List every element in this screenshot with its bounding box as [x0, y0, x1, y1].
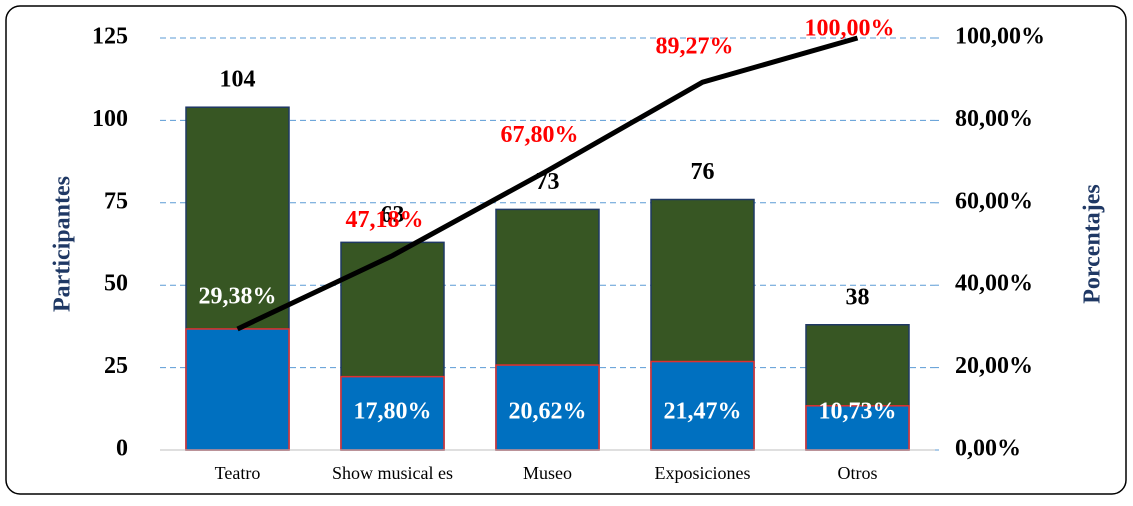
x-tick-label: Teatro: [215, 463, 261, 483]
x-tick-label: Show musical es: [332, 463, 453, 483]
percent-bar: [340, 375, 445, 451]
data-label: 76: [691, 159, 715, 185]
y-tick-label: 25: [104, 353, 128, 379]
y-tick-label: 100: [92, 106, 128, 132]
percent-label: 20,62%: [509, 399, 587, 425]
x-tick-label: Museo: [523, 463, 572, 483]
percent-label: 29,38%: [199, 283, 277, 309]
percent-bar: [495, 364, 600, 451]
cumulative-label: 67,80%: [501, 122, 579, 148]
y-tick-label: 50: [104, 271, 128, 297]
y-tick-label: 125: [92, 24, 128, 50]
percent-bar: [185, 328, 290, 451]
data-label: 63: [381, 202, 405, 228]
cumulative-label: 100,00%: [805, 16, 895, 42]
cumulative-line: [236, 35, 859, 332]
y2-tick-label: 80,00%: [955, 106, 1033, 132]
percent-label: 17,80%: [354, 399, 432, 425]
y2-tick-label: 20,00%: [955, 353, 1033, 379]
data-label: 38: [846, 284, 870, 310]
y-axis-title: Participantes: [50, 176, 76, 312]
percent-bar: [650, 360, 755, 451]
y2-tick-label: 100,00%: [955, 24, 1045, 50]
y2-axis-title: Porcentajes: [1080, 184, 1106, 304]
y-tick-label: 0: [116, 436, 128, 462]
y2-tick-label: 0,00%: [955, 436, 1021, 462]
cumulative-label: 47,18%: [346, 207, 424, 233]
cumulative-label: 89,27%: [656, 34, 734, 60]
x-tick-label: Otros: [838, 463, 878, 483]
y-tick-label: 75: [104, 188, 128, 214]
x-tick-label: Exposiciones: [655, 463, 751, 483]
y2-tick-label: 60,00%: [955, 188, 1033, 214]
data-label: 104: [220, 67, 256, 93]
percent-label: 21,47%: [664, 399, 742, 425]
y2-tick-label: 40,00%: [955, 271, 1033, 297]
percent-bar: [805, 405, 910, 451]
percent-label: 10,73%: [819, 399, 897, 425]
